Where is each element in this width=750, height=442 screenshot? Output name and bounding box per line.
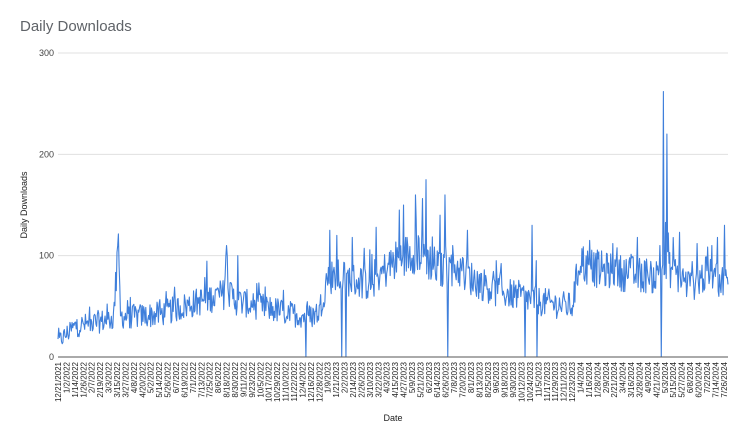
x-tick-label: 5/21/2023 — [416, 361, 425, 397]
x-tick-label: 7/13/2022 — [197, 361, 206, 397]
x-tick-label: 11/17/2023 — [543, 361, 552, 401]
gridlines — [58, 52, 728, 257]
x-tick-label: 2/7/2022 — [88, 361, 97, 393]
x-tick-label: 7/2/2024 — [703, 361, 712, 393]
x-tick-label: 3/28/2024 — [636, 361, 645, 397]
x-tick-label: 12/28/2022 — [315, 361, 324, 402]
x-tick-label: 11/29/2023 — [551, 361, 560, 401]
x-tick-label: 1/16/2024 — [585, 361, 594, 397]
x-tick-label: 7/14/2024 — [711, 361, 720, 397]
x-tick-label: 9/18/2023 — [501, 361, 510, 397]
x-tick-label: 5/9/2023 — [408, 361, 417, 393]
x-tick-label: 11/22/2022 — [290, 361, 299, 401]
x-tick-label: 6/14/2023 — [433, 361, 442, 397]
x-tick-label: 1/28/2024 — [593, 361, 602, 397]
x-tick-label: 6/2/2023 — [425, 361, 434, 393]
x-tick-label: 7/1/2022 — [189, 361, 198, 393]
x-tick-label: 3/4/2024 — [619, 361, 628, 393]
x-tick-label: 6/19/2022 — [180, 361, 189, 397]
x-tick-label: 1/21/2023 — [332, 361, 341, 397]
x-tick-label: 5/15/2024 — [669, 361, 678, 397]
x-tick-label: 5/3/2024 — [661, 361, 670, 393]
x-tick-label: 8/25/2023 — [484, 361, 493, 397]
x-tick-label: 4/21/2024 — [652, 361, 661, 397]
x-tick-label: 10/5/2022 — [256, 361, 265, 397]
x-tick-label: 6/26/2023 — [442, 361, 451, 397]
y-axis-title: Daily Downloads — [19, 171, 29, 239]
x-tick-label: 7/20/2023 — [459, 361, 468, 397]
x-tick-label: 3/16/2024 — [627, 361, 636, 397]
x-tick-label: 1/2/2022 — [62, 361, 71, 393]
x-tick-label: 8/30/2022 — [231, 361, 240, 397]
x-tick-label: 3/10/2023 — [366, 361, 375, 397]
x-tick-label: 4/3/2023 — [383, 361, 392, 393]
x-tick-label: 10/29/2022 — [273, 361, 282, 402]
x-tick-label: 4/20/2022 — [138, 361, 147, 397]
x-tick-label: 12/4/2022 — [298, 361, 307, 397]
series-layer — [57, 90, 729, 358]
x-tick-label: 4/15/2023 — [391, 361, 400, 397]
x-tick-label: 7/25/2022 — [206, 361, 215, 397]
x-tick-label: 2/26/2023 — [357, 361, 366, 397]
x-tick-label: 9/30/2023 — [509, 361, 518, 397]
y-tick-label: 100 — [39, 251, 54, 261]
x-tick-label: 2/14/2023 — [349, 361, 358, 397]
x-tick-label: 12/23/2023 — [568, 361, 577, 402]
x-tick-label: 9/6/2023 — [492, 361, 501, 393]
y-tick-label: 300 — [39, 48, 54, 58]
series-line-0 — [57, 90, 729, 358]
x-tick-label: 8/18/2022 — [223, 361, 232, 397]
x-tick-label: 3/27/2022 — [121, 361, 130, 397]
x-tick-label: 2/19/2022 — [96, 361, 105, 397]
x-tick-label: 2/9/2024 — [602, 361, 611, 393]
x-tick-label: 4/8/2022 — [130, 361, 139, 393]
x-tick-label: 12/21/2021 — [54, 361, 63, 402]
x-tick-label: 9/11/2022 — [239, 361, 248, 397]
x-tick-label: 11/10/2022 — [282, 361, 291, 401]
x-tick-label: 8/6/2022 — [214, 361, 223, 393]
x-tick-label: 3/22/2023 — [374, 361, 383, 397]
x-tick-label: 8/1/2023 — [467, 361, 476, 393]
x-tick-label: 12/16/2022 — [307, 361, 316, 402]
x-tick-label: 9/23/2022 — [248, 361, 257, 397]
x-tick-label: 12/11/2023 — [560, 361, 569, 401]
x-tick-label: 2/2/2023 — [341, 361, 350, 393]
x-tick-label: 5/14/2022 — [155, 361, 164, 397]
x-tick-label: 1/9/2023 — [324, 361, 333, 393]
chart-title: Daily Downloads — [20, 18, 132, 35]
x-tick-label: 7/8/2023 — [450, 361, 459, 393]
x-tick-label: 7/26/2024 — [720, 361, 729, 397]
x-tick-label: 10/24/2023 — [526, 361, 535, 402]
x-tick-label: 5/27/2024 — [678, 361, 687, 397]
x-axis-title: Date — [383, 413, 402, 423]
x-tick-label: 6/20/2024 — [695, 361, 704, 397]
x-tick-label: 2/21/2024 — [610, 361, 619, 397]
x-tick-label: 1/14/2022 — [71, 361, 80, 397]
x-tick-label: 6/8/2024 — [686, 361, 695, 393]
x-tick-label: 10/12/2023 — [518, 361, 527, 402]
x-tick-label: 6/7/2022 — [172, 361, 181, 393]
y-tick-labels: 0 100 200 300 — [39, 48, 54, 362]
x-tick-labels: 12/21/2021 1/2/2022 1/14/2022 1/26/2022 2/7/… — [54, 361, 729, 402]
x-tick-label: 4/9/2024 — [644, 361, 653, 393]
x-tick-label: 10/17/2022 — [265, 361, 274, 402]
y-tick-label: 0 — [49, 352, 54, 362]
x-tick-label: 11/5/2023 — [534, 361, 543, 397]
x-tick-label: 4/27/2023 — [400, 361, 409, 397]
x-tick-label: 1/26/2022 — [79, 361, 88, 397]
x-tick-label: 3/3/2022 — [105, 361, 114, 393]
x-tick-label: 8/13/2023 — [475, 361, 484, 397]
x-tick-label: 1/4/2024 — [577, 361, 586, 393]
x-tick-label: 5/26/2022 — [164, 361, 173, 397]
y-tick-label: 200 — [39, 149, 54, 159]
x-tick-label: 5/2/2022 — [147, 361, 156, 393]
x-tick-label: 3/15/2022 — [113, 361, 122, 397]
